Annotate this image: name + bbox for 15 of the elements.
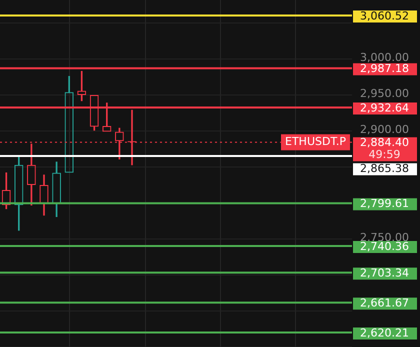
y-tick-label: 2,900.00 [360, 122, 409, 136]
ref-line-label: 2,740.36 [360, 240, 409, 253]
ref-line-label: 2,661.67 [360, 296, 409, 310]
ref-line-label: 2,799.61 [360, 197, 409, 210]
text: 49:59 [368, 148, 400, 162]
ref-line-label: 2,620.21 [360, 326, 409, 340]
ref-line-label: 2,703.34 [360, 266, 409, 280]
ref-line-label: 2,865.38 [360, 162, 409, 176]
y-tick-label: 3,000.00 [360, 50, 409, 64]
ref-line-label: 2,932.64 [360, 101, 409, 114]
ref-line-label: 2,987.18 [360, 62, 409, 76]
ref-line-label: 2,884.40 [360, 136, 409, 150]
ref-line-label: 3,060.52 [360, 9, 409, 22]
y-tick-label: 2,950.00 [360, 86, 409, 100]
annotation: ETHUSDT.P [285, 135, 346, 148]
